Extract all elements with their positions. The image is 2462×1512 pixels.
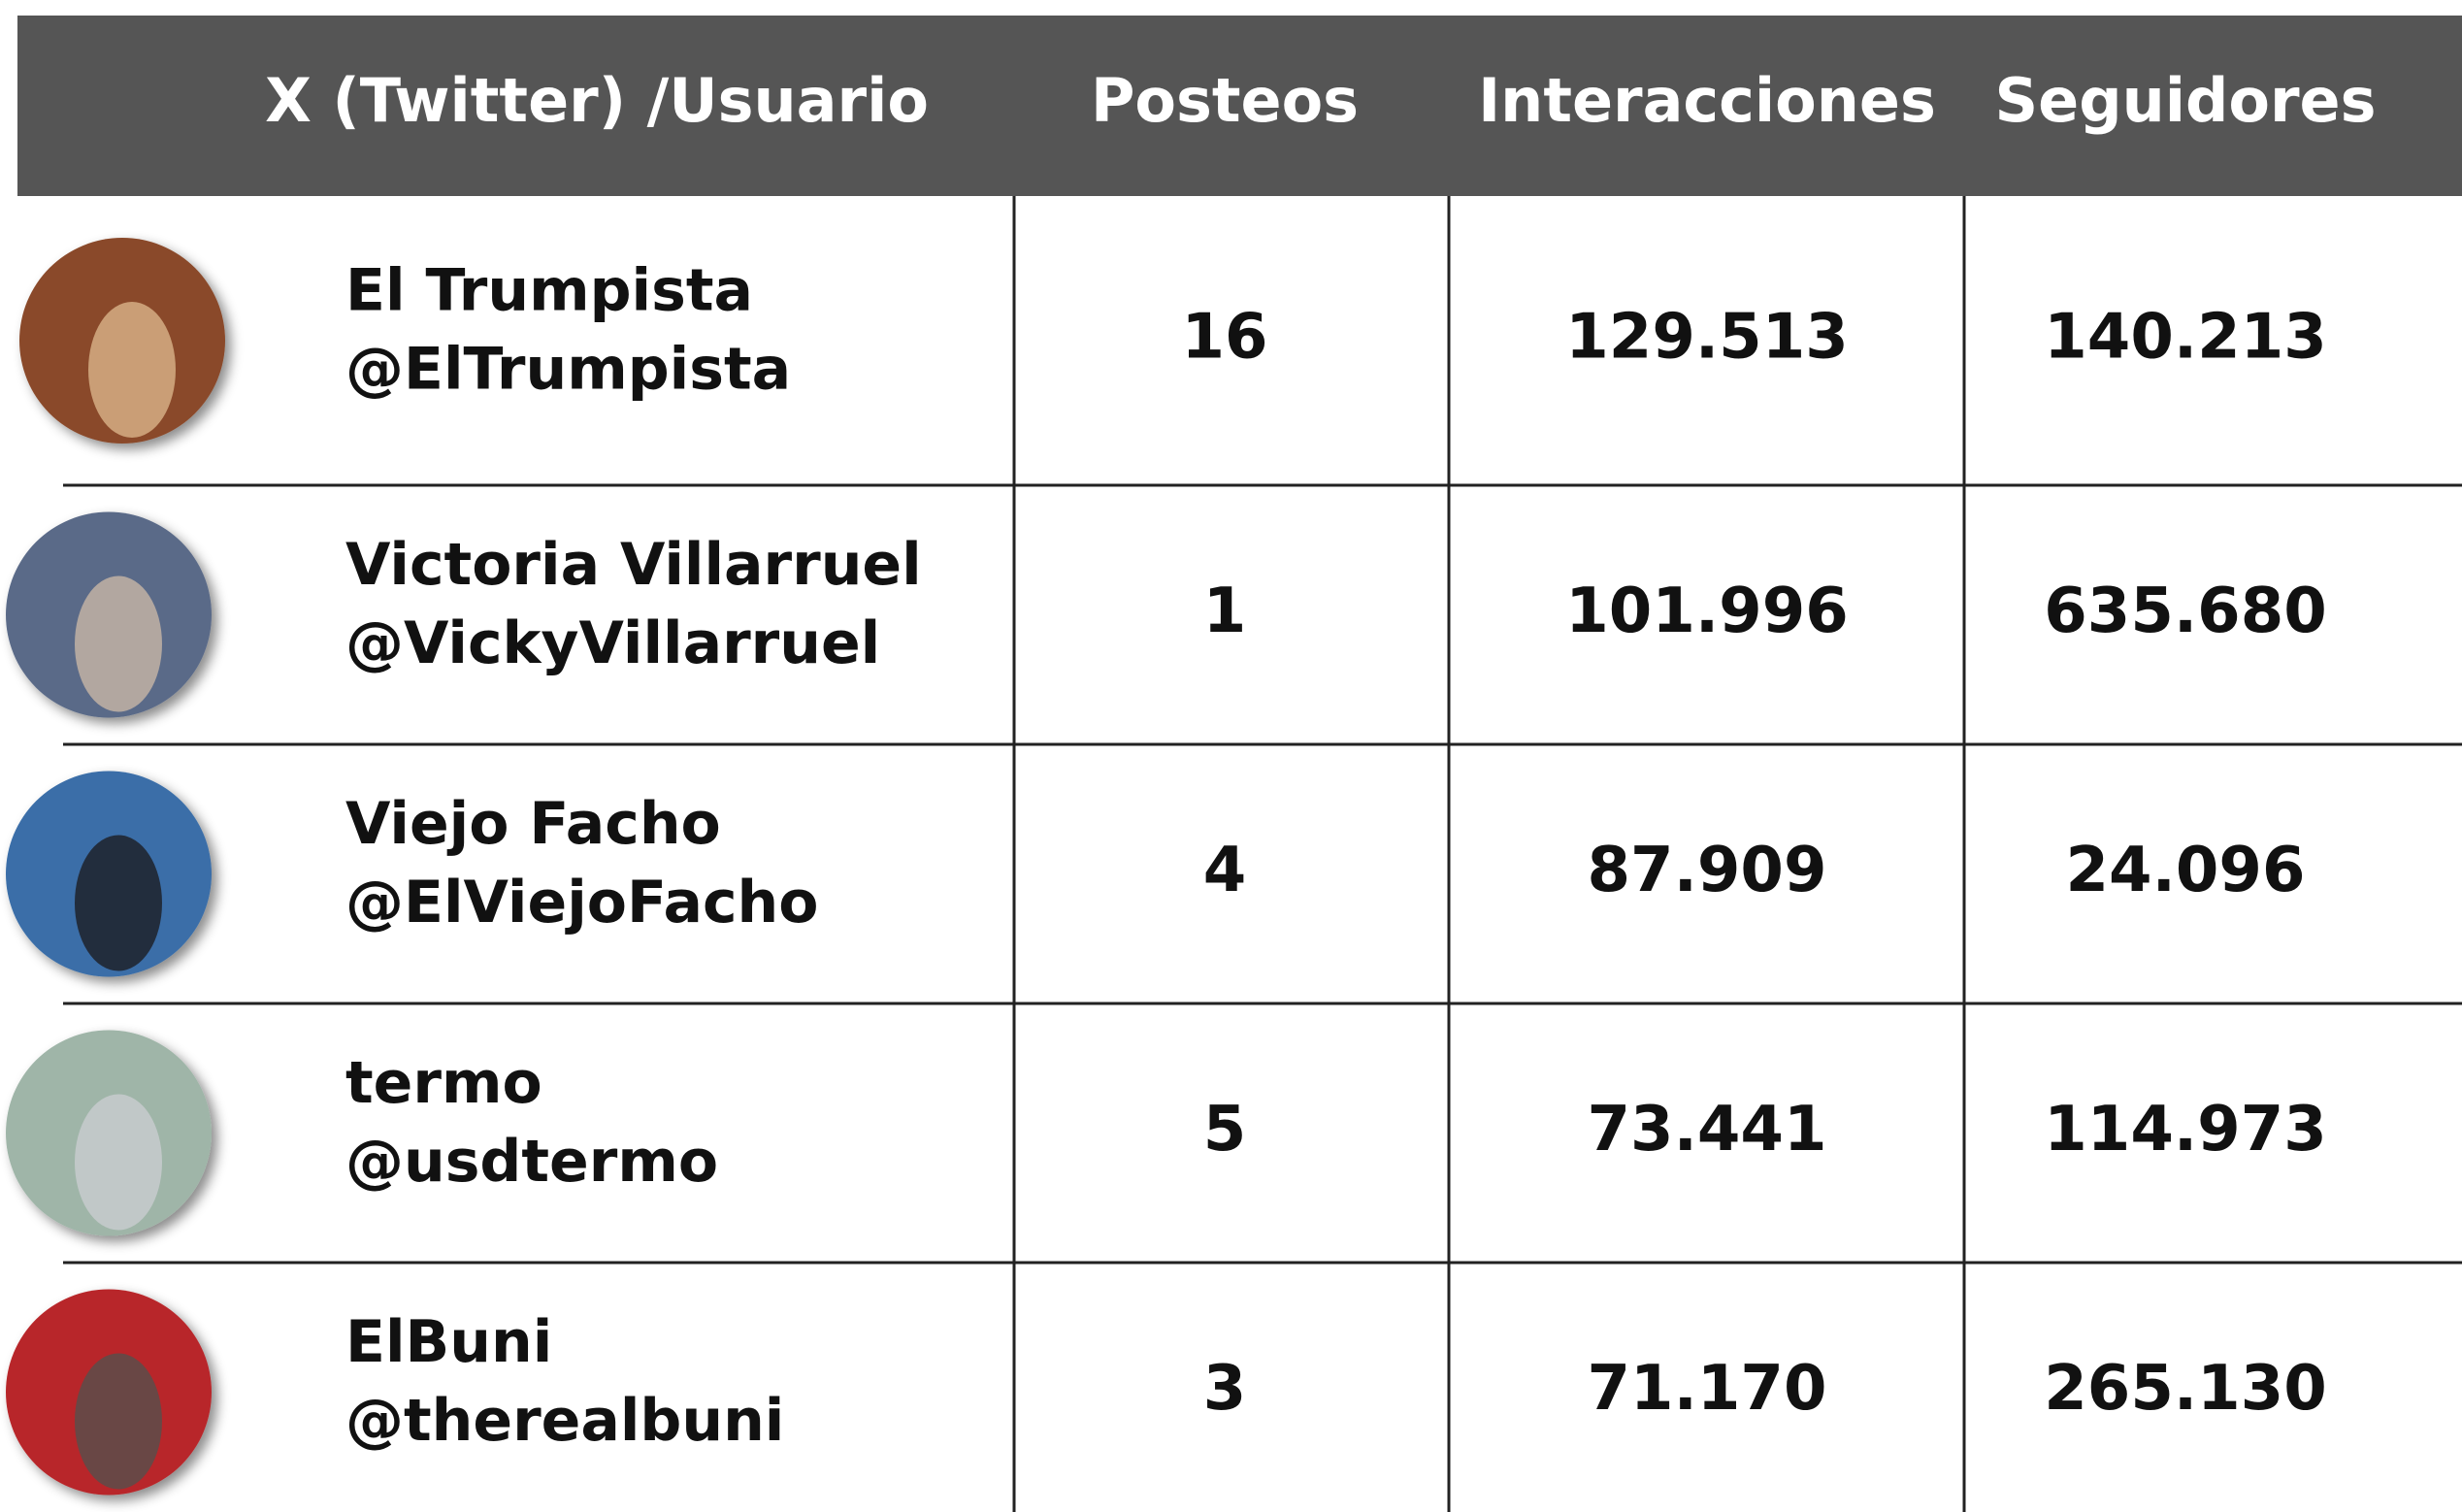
header-cell: X (Twitter) /Usuario xyxy=(265,65,929,136)
user-name: termo xyxy=(345,1049,542,1117)
interactions-cell: 87.909 xyxy=(1588,835,1827,906)
user-name: Victoria Villarruel xyxy=(345,531,922,599)
avatar-detail xyxy=(75,575,162,712)
avatar-detail xyxy=(88,302,176,438)
rows: El Trumpista @ElTrumpista 16 129.513 140.213… xyxy=(6,238,2462,1496)
user-handle: @ElViejoFacho xyxy=(345,869,818,937)
avatar-detail xyxy=(75,1353,162,1490)
interactions-cell: 71.170 xyxy=(1588,1353,1827,1425)
avatar-detail xyxy=(75,835,162,971)
followers-cell: 140.213 xyxy=(2044,302,2327,374)
avatar-detail xyxy=(75,1094,162,1231)
followers-cell: 114.973 xyxy=(2044,1094,2327,1166)
interactions-cell: 73.441 xyxy=(1588,1094,1827,1166)
interactions-cell: 101.996 xyxy=(1565,575,1849,647)
user-handle: @ElTrumpista xyxy=(345,336,791,404)
user-name: Viejo Facho xyxy=(345,790,721,858)
header-cell: Seguidores xyxy=(1995,65,2377,136)
header-bar xyxy=(17,16,2462,196)
user-handle: @VickyVillarruel xyxy=(345,609,880,677)
posts-cell: 5 xyxy=(1203,1094,1247,1166)
interactions-cell: 129.513 xyxy=(1565,302,1849,374)
posts-cell: 16 xyxy=(1181,302,1267,374)
followers-cell: 265.130 xyxy=(2044,1353,2327,1425)
header-cell: Interacciones xyxy=(1478,65,1936,136)
user-name: El Trumpista xyxy=(345,257,753,325)
followers-cell: 24.096 xyxy=(2066,835,2306,906)
posts-cell: 4 xyxy=(1203,835,1247,906)
user-handle: @therealbuni xyxy=(345,1387,784,1455)
posts-cell: 3 xyxy=(1203,1353,1247,1425)
user-handle: @usdtermo xyxy=(345,1128,718,1196)
header-cell: Posteos xyxy=(1091,65,1359,136)
posts-cell: 1 xyxy=(1203,575,1247,647)
followers-cell: 635.680 xyxy=(2044,575,2327,647)
user-name: ElBuni xyxy=(345,1308,552,1376)
